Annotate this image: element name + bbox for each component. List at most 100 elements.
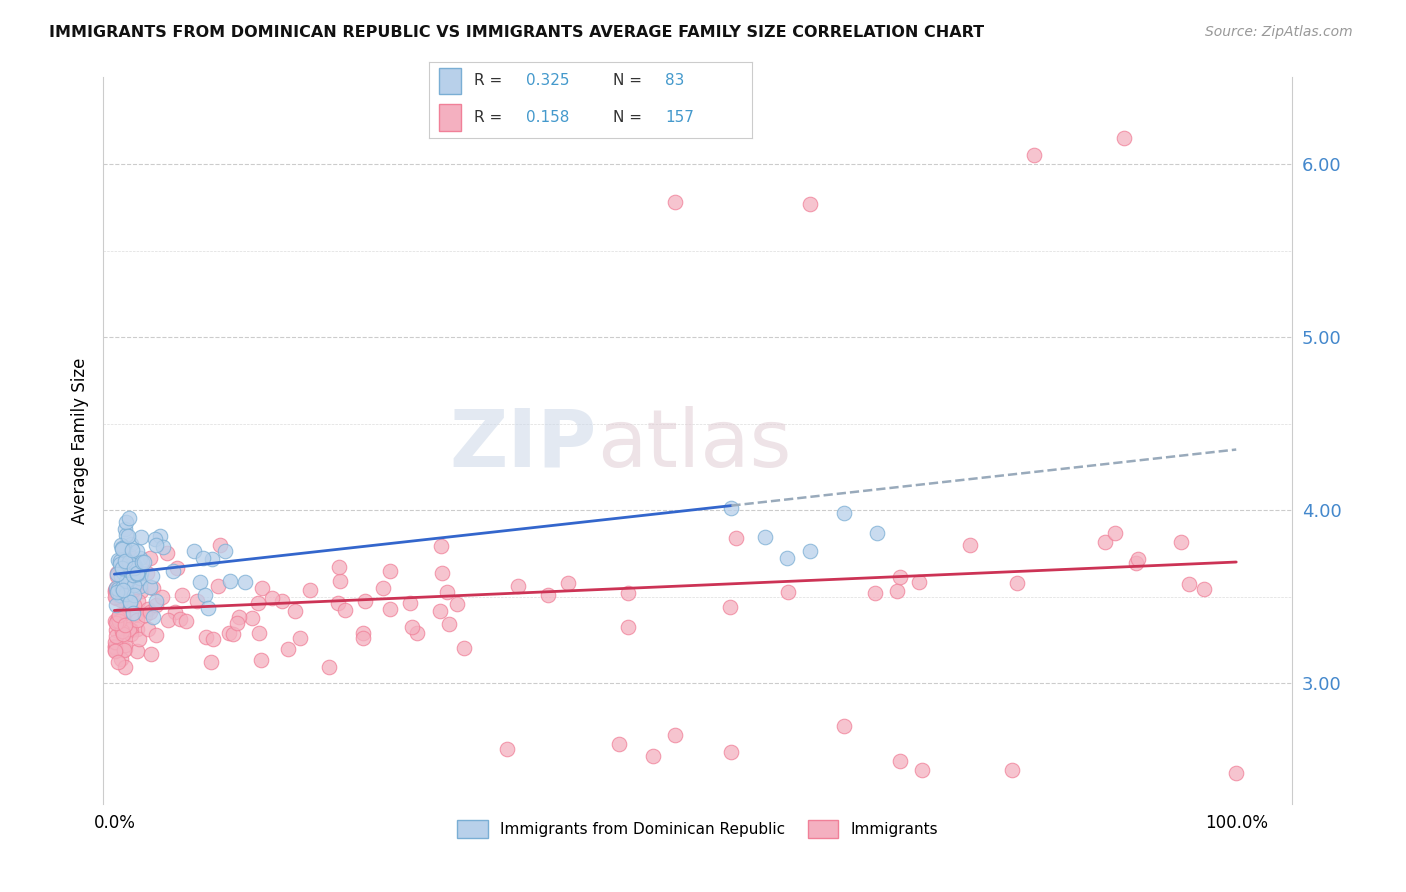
Point <box>129 583 152 598</box>
Point <box>112 607 135 621</box>
Point <box>105 642 128 657</box>
Point <box>197 600 219 615</box>
Point <box>139 550 162 565</box>
Point <box>118 556 141 570</box>
Point <box>129 550 152 565</box>
Point <box>104 585 127 599</box>
Point <box>228 610 250 624</box>
Point <box>127 567 149 582</box>
Point <box>136 602 159 616</box>
Point <box>139 647 162 661</box>
Point <box>104 642 127 657</box>
Point <box>129 579 152 593</box>
Point <box>105 566 128 581</box>
Point <box>145 593 167 607</box>
Point <box>247 625 270 640</box>
Point <box>453 640 475 655</box>
Point <box>863 586 886 600</box>
Point <box>120 537 142 551</box>
Point <box>115 616 138 631</box>
Point <box>114 659 136 673</box>
Point <box>111 582 134 596</box>
Point <box>138 580 160 594</box>
Point <box>778 584 800 599</box>
Point <box>105 591 128 605</box>
Point <box>111 565 134 579</box>
Point <box>430 566 453 580</box>
Point <box>108 607 131 622</box>
Point <box>104 644 127 658</box>
Point <box>617 586 640 600</box>
Point <box>194 588 217 602</box>
Y-axis label: Average Family Size: Average Family Size <box>72 358 89 524</box>
Text: N =: N = <box>613 110 647 125</box>
Point <box>328 560 350 574</box>
Point <box>105 599 128 613</box>
Point <box>191 551 214 566</box>
Point <box>105 568 128 582</box>
Point <box>129 571 152 585</box>
Point <box>124 558 146 573</box>
Point <box>298 582 321 597</box>
Point <box>430 539 453 553</box>
Point <box>496 742 519 756</box>
Point <box>104 615 127 630</box>
Point <box>148 529 170 543</box>
Point <box>121 582 143 597</box>
Point <box>117 595 139 609</box>
Point <box>118 622 141 636</box>
Text: 157: 157 <box>665 110 693 125</box>
Point <box>114 587 136 601</box>
Point <box>250 653 273 667</box>
Point <box>122 556 145 570</box>
Point <box>115 599 138 613</box>
Point <box>169 612 191 626</box>
Point <box>125 622 148 636</box>
Point <box>664 728 686 742</box>
Point <box>378 564 401 578</box>
Point <box>104 582 127 596</box>
Point <box>129 566 152 580</box>
Point <box>641 748 664 763</box>
Point <box>352 625 374 640</box>
Point <box>111 627 134 641</box>
Point <box>143 532 166 546</box>
Point <box>122 588 145 602</box>
Point <box>200 655 222 669</box>
Point <box>104 591 127 605</box>
Point <box>207 579 229 593</box>
Point <box>150 591 173 605</box>
Point <box>218 574 240 589</box>
Point <box>1192 582 1215 597</box>
Point <box>108 557 131 571</box>
Point <box>201 632 224 647</box>
Point <box>122 606 145 620</box>
Point <box>166 561 188 575</box>
Point <box>107 614 129 628</box>
Point <box>333 603 356 617</box>
Point <box>105 566 128 581</box>
Bar <box>439 68 461 95</box>
Point <box>120 623 142 637</box>
Point <box>110 562 132 576</box>
Point <box>107 582 129 597</box>
Point <box>271 593 294 607</box>
Text: atlas: atlas <box>596 406 792 483</box>
Point <box>131 530 153 544</box>
Point <box>136 622 159 636</box>
Point <box>120 595 142 609</box>
Point <box>127 566 149 581</box>
Point <box>125 544 148 558</box>
Point <box>104 582 127 597</box>
Point <box>446 597 468 611</box>
Point <box>720 599 742 614</box>
Point <box>104 583 127 598</box>
Point <box>908 575 931 590</box>
Point <box>104 639 127 653</box>
Point <box>112 564 135 578</box>
Point <box>1001 763 1024 777</box>
Point <box>1024 148 1046 162</box>
Point <box>111 624 134 638</box>
Point <box>429 604 451 618</box>
Point <box>117 529 139 543</box>
